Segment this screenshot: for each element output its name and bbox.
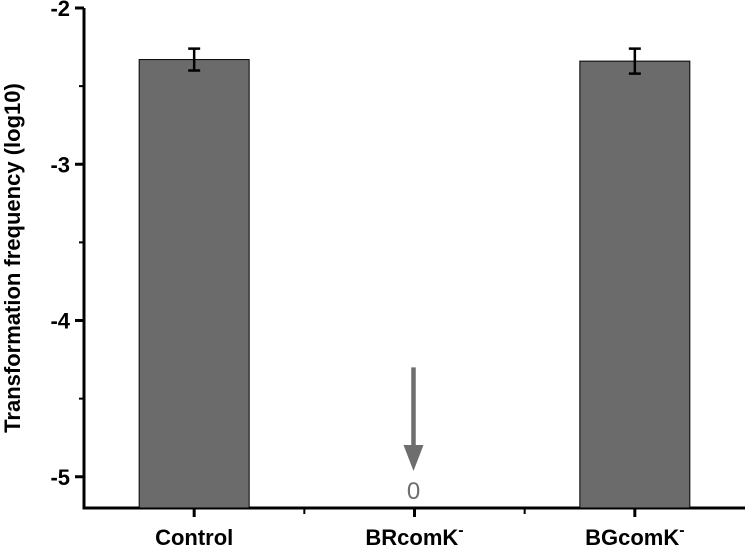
x-tick-label-text: BRcomK	[365, 525, 458, 550]
x-tick-label: BGcomK-	[585, 522, 684, 550]
y-tick-label: -4	[50, 309, 70, 334]
annotation-label: 0	[407, 478, 420, 505]
y-tick-label: -3	[50, 152, 70, 177]
y-tick-label: -5	[50, 465, 70, 490]
x-tick-label-text: Control	[155, 525, 233, 550]
x-tick-label-superscript: -	[458, 522, 463, 539]
x-tick-label: BRcomK-	[365, 522, 463, 550]
bar	[138, 59, 250, 509]
x-tick-label-text: BGcomK	[585, 525, 679, 550]
y-tick-label: -2	[50, 0, 70, 21]
x-tick-label-superscript: -	[679, 522, 684, 539]
annotation-arrow-head	[403, 444, 424, 471]
y-axis-label: Transformation frequency (log10)	[0, 83, 25, 433]
x-tick-label: Control	[155, 525, 233, 550]
bar	[579, 60, 691, 509]
